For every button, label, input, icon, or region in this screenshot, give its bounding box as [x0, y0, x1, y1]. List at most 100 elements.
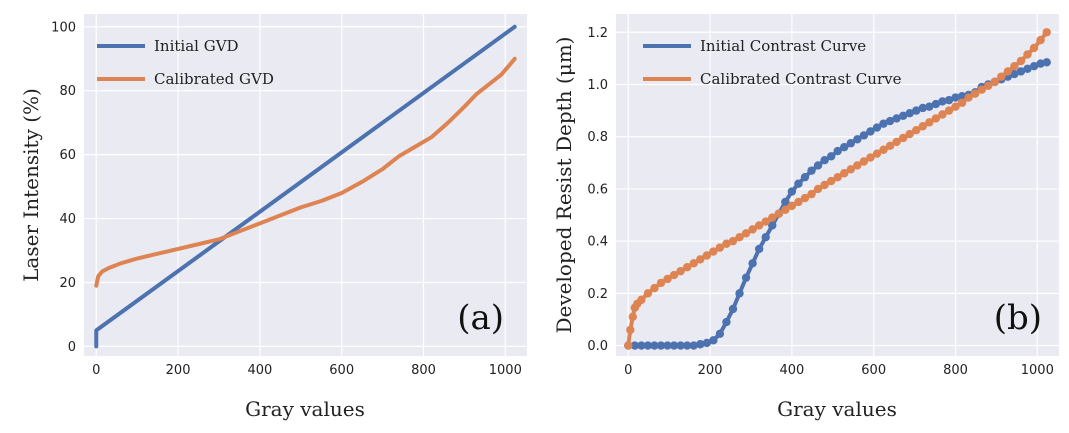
data-point-initial-contrast-curve: [630, 341, 640, 350]
data-point-calibrated-contrast-curve: [885, 141, 895, 151]
data-point-calibrated-contrast-curve: [676, 266, 685, 276]
data-point-calibrated-contrast-curve: [715, 243, 725, 252]
x-tick-label: 600: [329, 363, 354, 378]
data-point-initial-contrast-curve: [807, 166, 816, 175]
data-point-calibrated-contrast-curve: [840, 169, 849, 178]
data-point-initial-contrast-curve: [898, 111, 908, 121]
series-line-calibrated-gvd: [94, 56, 517, 288]
data-point-initial-contrast-curve: [833, 146, 842, 156]
data-point-calibrated-contrast-curve: [761, 217, 770, 226]
data-point-calibrated-contrast-curve: [1029, 43, 1039, 53]
data-point-calibrated-contrast-curve: [626, 325, 635, 335]
data-point-initial-contrast-curve: [702, 338, 712, 348]
data-point-calibrated-contrast-curve: [872, 149, 882, 158]
data-point-initial-contrast-curve: [866, 127, 875, 136]
data-point-initial-contrast-curve: [741, 273, 751, 282]
data-point-calibrated-contrast-curve: [977, 85, 986, 94]
data-point-initial-contrast-curve: [931, 99, 941, 109]
data-point-calibrated-contrast-curve: [637, 295, 646, 305]
y-tick-label: 0.2: [587, 287, 608, 302]
data-point-calibrated-contrast-curve: [689, 259, 698, 268]
data-point-calibrated-contrast-curve: [938, 110, 947, 119]
data-point-calibrated-contrast-curve: [807, 189, 816, 199]
data-point-initial-contrast-curve: [728, 304, 738, 314]
data-point-initial-contrast-curve: [879, 119, 888, 128]
data-point-calibrated-contrast-curve: [912, 125, 921, 135]
data-point-initial-contrast-curve: [748, 259, 757, 268]
panel-a-letter: (a): [457, 298, 504, 338]
data-point-initial-contrast-curve: [709, 336, 718, 345]
data-point-initial-contrast-curve: [918, 103, 927, 113]
data-point-initial-contrast-curve: [1010, 69, 1019, 79]
data-point-calibrated-contrast-curve: [918, 122, 927, 131]
data-point-calibrated-contrast-curve: [1042, 28, 1051, 37]
x-tick-label: 200: [166, 363, 191, 378]
data-point-initial-contrast-curve: [682, 341, 692, 350]
legend-label-calibrated-contrast: Calibrated Contrast Curve: [700, 70, 902, 88]
data-point-calibrated-contrast-curve: [656, 278, 666, 288]
panel-b-letter: (b): [994, 298, 1042, 338]
y-tick-label: 1.0: [587, 78, 608, 93]
data-point-calibrated-contrast-curve: [741, 229, 751, 238]
data-point-calibrated-contrast-curve: [794, 197, 803, 207]
x-tick-label: 600: [861, 363, 886, 378]
data-point-calibrated-contrast-curve: [628, 312, 637, 322]
legend-label-initial-gvd: Initial GVD: [154, 37, 239, 55]
data-point-calibrated-contrast-curve: [892, 137, 901, 147]
data-point-initial-contrast-curve: [1042, 58, 1051, 67]
legend-label-initial-contrast: Initial Contrast Curve: [700, 37, 866, 55]
data-point-calibrated-contrast-curve: [768, 213, 777, 222]
panel-b-ylabel: Developed Resist Depth (μm): [552, 37, 576, 334]
data-point-calibrated-contrast-curve: [866, 153, 875, 162]
data-point-initial-contrast-curve: [794, 179, 803, 188]
data-point-calibrated-contrast-curve: [643, 289, 653, 298]
data-point-initial-contrast-curve: [820, 155, 829, 165]
x-tick-label: 0: [624, 363, 632, 378]
data-point-calibrated-contrast-curve: [951, 102, 960, 111]
data-point-calibrated-contrast-curve: [709, 247, 718, 256]
data-point-initial-contrast-curve: [905, 109, 914, 118]
data-point-initial-contrast-curve: [761, 233, 770, 242]
data-point-initial-contrast-curve: [800, 172, 810, 182]
data-point-initial-contrast-curve: [735, 289, 744, 298]
x-tick-label: 800: [411, 363, 436, 378]
data-point-initial-contrast-curve: [1023, 64, 1032, 74]
x-tick-label: 400: [779, 363, 804, 378]
data-point-calibrated-contrast-curve: [702, 251, 712, 260]
data-point-initial-contrast-curve: [951, 93, 960, 102]
data-point-calibrated-contrast-curve: [1003, 67, 1013, 76]
x-tick-label: 1000: [1021, 363, 1054, 378]
panel-a-ylabel: Laser Intensity (%): [19, 88, 43, 282]
data-point-calibrated-contrast-curve: [898, 133, 908, 143]
data-point-calibrated-contrast-curve: [696, 255, 705, 264]
data-point-calibrated-contrast-curve: [787, 201, 797, 211]
data-point-calibrated-contrast-curve: [859, 157, 869, 166]
data-point-initial-contrast-curve: [912, 106, 921, 115]
x-tick-label: 0: [92, 363, 100, 378]
data-point-calibrated-contrast-curve: [964, 93, 973, 102]
legend-label-calibrated-gvd: Calibrated GVD: [154, 70, 274, 88]
data-point-calibrated-contrast-curve: [957, 98, 967, 107]
data-point-calibrated-contrast-curve: [905, 129, 914, 139]
data-point-initial-contrast-curve: [722, 317, 731, 327]
data-point-initial-contrast-curve: [676, 341, 685, 350]
y-tick-label: 80: [59, 84, 76, 99]
x-tick-label: 1000: [489, 363, 522, 378]
data-point-initial-contrast-curve: [853, 135, 862, 144]
data-point-initial-contrast-curve: [696, 340, 705, 349]
data-point-initial-contrast-curve: [813, 161, 823, 170]
panel-a-xlabel: Gray values: [245, 397, 365, 421]
data-point-initial-contrast-curve: [637, 341, 646, 350]
data-point-initial-contrast-curve: [1016, 67, 1026, 76]
data-point-initial-contrast-curve: [892, 114, 901, 123]
data-point-calibrated-contrast-curve: [650, 283, 659, 293]
data-point-initial-contrast-curve: [787, 187, 797, 196]
data-point-initial-contrast-curve: [846, 139, 855, 148]
y-tick-label: 100: [51, 20, 76, 35]
data-point-calibrated-contrast-curve: [853, 161, 862, 170]
data-point-calibrated-contrast-curve: [970, 89, 980, 98]
panel-b-plot-area: [616, 14, 1059, 356]
data-point-calibrated-contrast-curve: [728, 236, 738, 246]
data-point-initial-contrast-curve: [1029, 62, 1039, 71]
